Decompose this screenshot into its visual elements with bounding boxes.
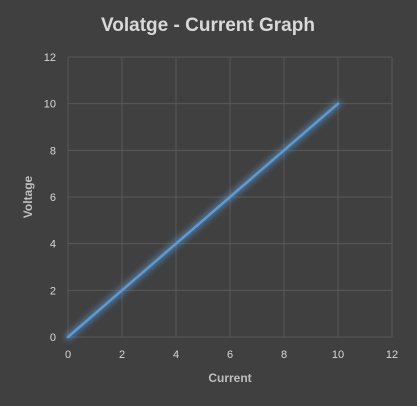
x-tick-labels: 0 2 4 6 8 10 12 — [65, 349, 398, 361]
y-tick-label: 12 — [44, 52, 56, 64]
series-line — [66, 102, 340, 339]
chart-title: Volatge - Current Graph — [101, 15, 315, 36]
y-tick-label: 2 — [50, 285, 56, 297]
y-tick-label: 6 — [50, 192, 56, 204]
x-tick-label: 10 — [332, 349, 344, 361]
series — [64, 100, 342, 341]
data-point — [228, 195, 232, 199]
y-tick-label: 10 — [44, 99, 56, 111]
y-tick-label: 8 — [50, 145, 56, 157]
data-point — [66, 335, 70, 339]
x-tick-label: 8 — [281, 349, 287, 361]
data-point — [336, 102, 340, 105]
data-point — [282, 149, 286, 152]
data-point — [120, 289, 124, 292]
x-tick-label: 4 — [173, 349, 179, 361]
data-point — [174, 242, 178, 245]
y-tick-label: 0 — [50, 332, 56, 344]
x-tick-label: 2 — [119, 349, 125, 361]
y-axis-label: Voltage — [21, 175, 35, 218]
x-axis-label: Current — [208, 371, 251, 385]
x-tick-label: 0 — [65, 349, 71, 361]
x-tick-label: 6 — [227, 349, 233, 361]
y-tick-label: 4 — [50, 239, 56, 251]
x-tick-label: 12 — [386, 349, 398, 361]
y-tick-labels: 0 2 4 6 8 10 12 — [44, 52, 56, 344]
